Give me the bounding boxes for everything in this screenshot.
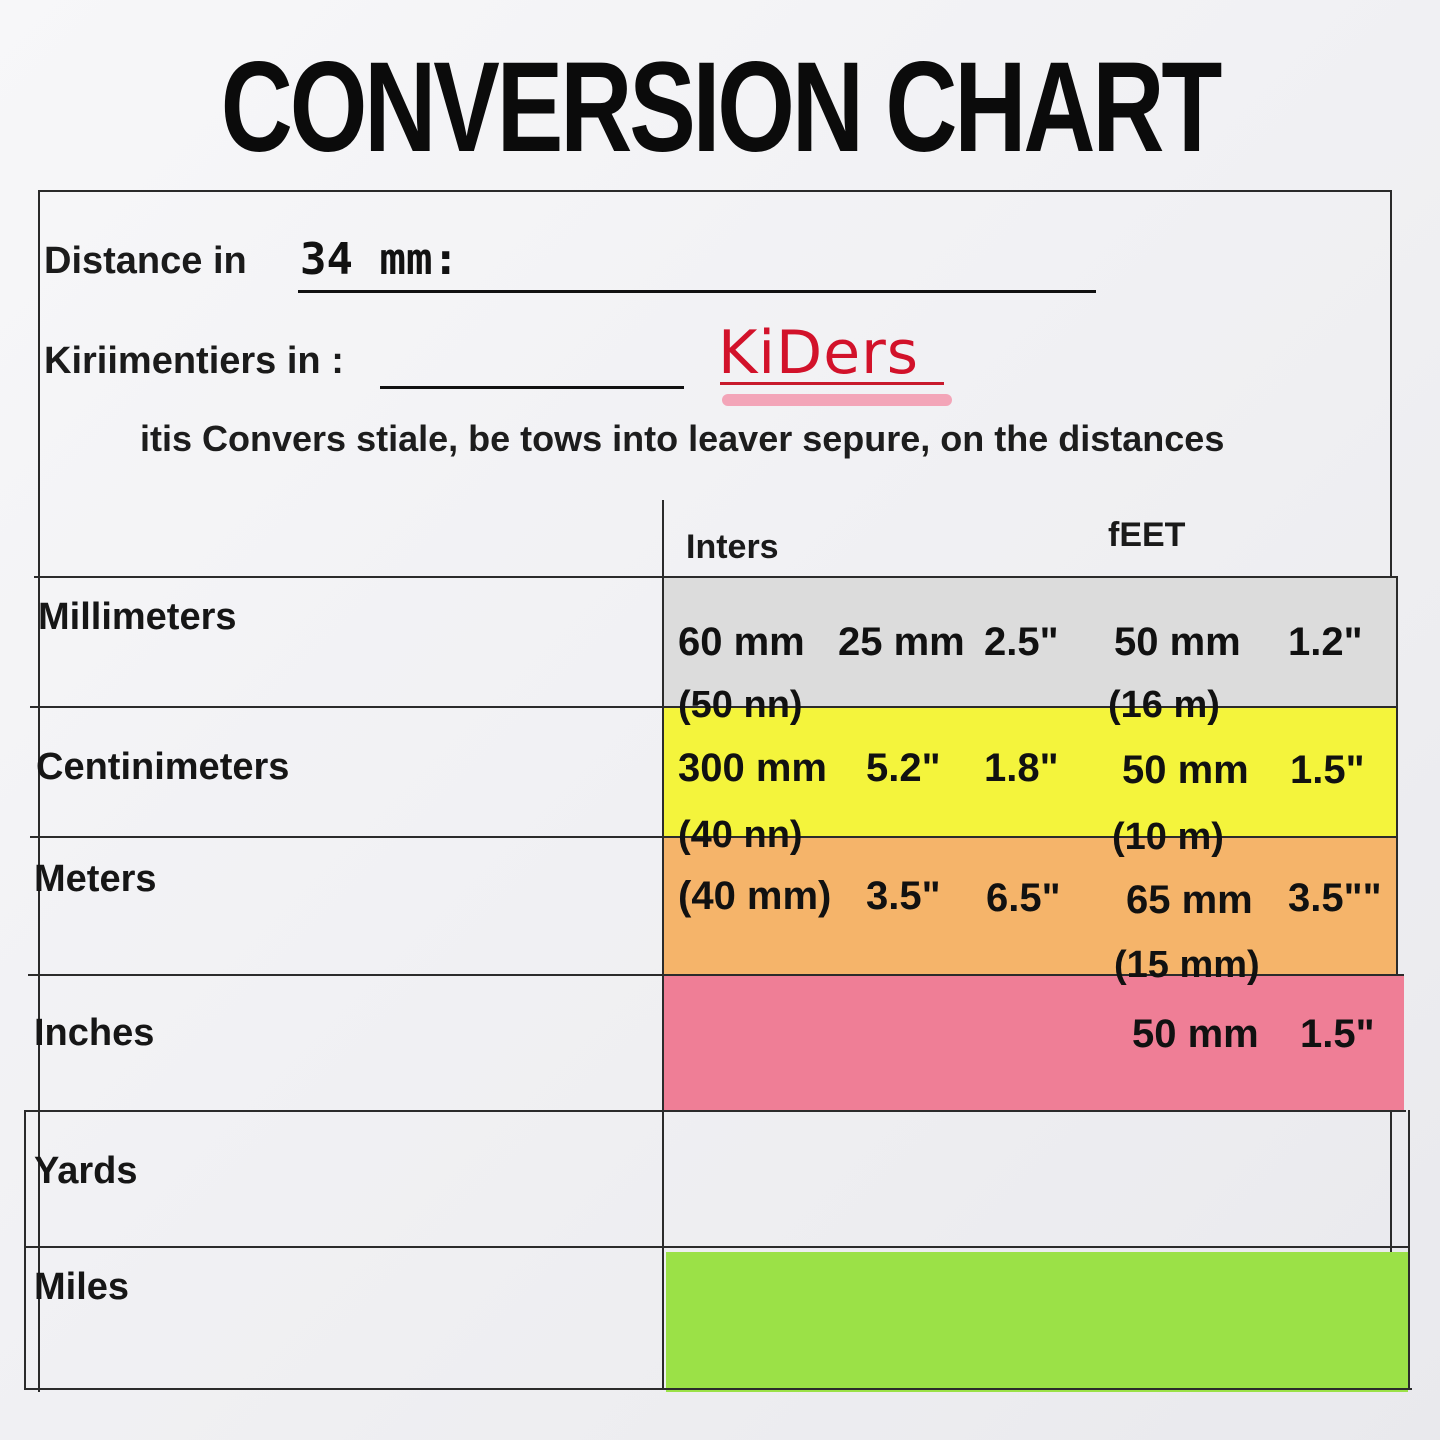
table-subcell: (16 m) — [1108, 684, 1220, 726]
instruction-note: itis Convers stiale, be tows into leaver… — [140, 418, 1225, 459]
row-line — [34, 576, 1396, 578]
table-cell: 5.2" — [866, 746, 941, 790]
table-cell: 1.5" — [1300, 1012, 1375, 1056]
row-line — [30, 836, 1398, 838]
column-divider — [662, 500, 664, 1390]
table-cell: 25 mm — [838, 620, 965, 664]
row-band-miles — [666, 1252, 1408, 1392]
table-cell: 3.5"" — [1288, 876, 1382, 920]
highlight-mark — [722, 394, 952, 406]
table-cell: 2.5" — [984, 620, 1059, 664]
table-cell: 50 mm — [1132, 1012, 1259, 1056]
table-cell: 60 mm — [678, 620, 805, 664]
row-line — [30, 706, 1396, 708]
kilometers-value-underline — [720, 382, 944, 385]
page-title: CONVERSION CHART — [220, 36, 1223, 179]
distance-label: Distance in — [44, 240, 247, 282]
table-cell: 3.5" — [866, 874, 941, 918]
table-cell: 65 mm — [1126, 878, 1253, 922]
row-line — [26, 1246, 1410, 1248]
row-line — [24, 1388, 1412, 1390]
column-header-feet: fEET — [1108, 516, 1186, 554]
row-band-inches — [664, 976, 1404, 1112]
distance-underline — [298, 290, 1096, 293]
row-label-miles: Miles — [34, 1266, 130, 1308]
row-line — [28, 974, 1404, 976]
table-cell: 1.2" — [1288, 620, 1363, 664]
row-band-centimeters — [664, 706, 1396, 838]
row-band-meters — [664, 838, 1398, 974]
table-cell: 50 mm — [1122, 748, 1249, 792]
kilometers-label: Kiriimentiers in : — [44, 340, 344, 382]
kilometers-underline — [380, 386, 684, 389]
right-edge — [1396, 576, 1398, 976]
row-label-centimeters: Centinimeters — [36, 746, 290, 788]
table-subcell: (15 mm) — [1114, 944, 1260, 986]
table-cell: (40 mm) — [678, 874, 832, 918]
row-line — [26, 1110, 1406, 1112]
row-band-millimeters — [664, 578, 1396, 706]
table-cell: 50 mm — [1114, 620, 1241, 664]
table-cell: 6.5" — [986, 876, 1061, 920]
kilometers-value[interactable]: KiDers — [718, 318, 920, 388]
right-edge — [1408, 1110, 1410, 1390]
table-subcell: (10 m) — [1112, 816, 1224, 858]
table-cell: 1.5" — [1290, 748, 1365, 792]
table-subcell: (50 nn) — [678, 684, 803, 726]
column-header-inters: Inters — [686, 528, 779, 566]
row-label-millimeters: Millimeters — [38, 596, 237, 638]
left-edge — [24, 1110, 26, 1390]
row-label-inches: Inches — [34, 1012, 155, 1054]
table-cell: 1.8" — [984, 746, 1059, 790]
distance-value[interactable]: 34 mm: — [300, 234, 459, 285]
row-label-meters: Meters — [34, 858, 157, 900]
table-subcell: (40 nn) — [678, 814, 803, 856]
row-label-yards: Yards — [34, 1150, 138, 1192]
table-cell: 300 mm — [678, 746, 827, 790]
